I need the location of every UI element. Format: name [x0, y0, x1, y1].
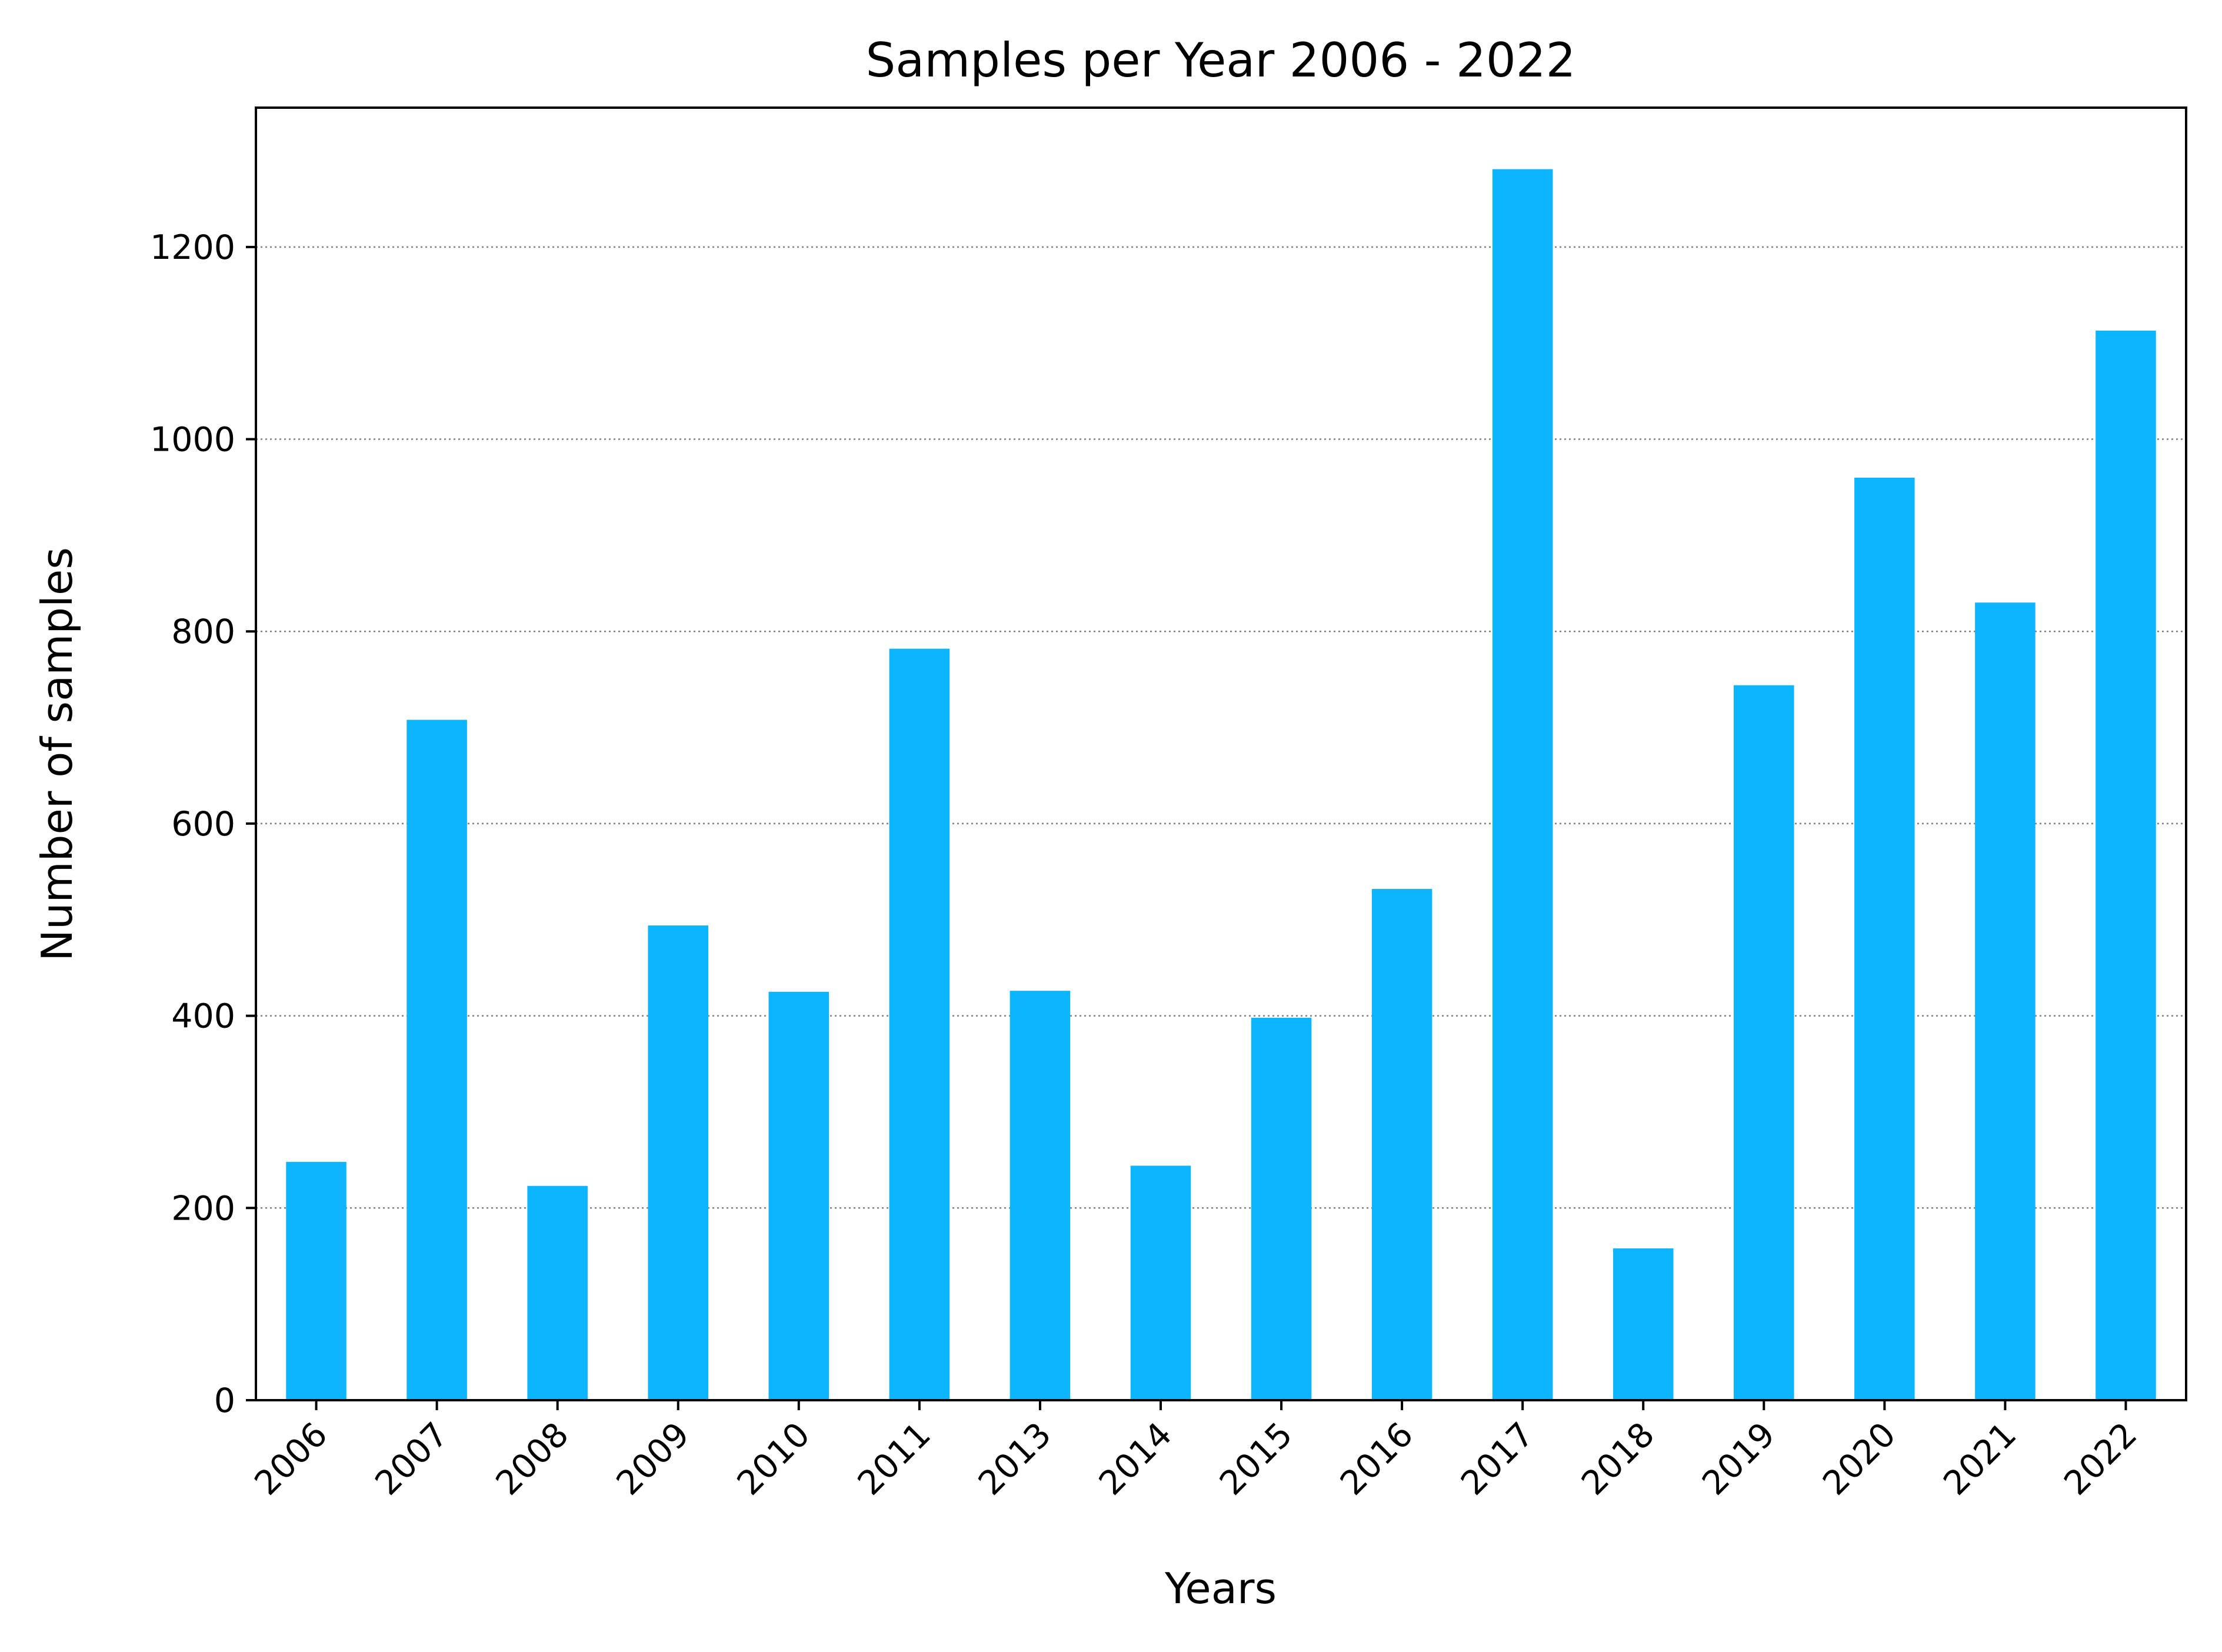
- y-tick-label: 1200: [150, 228, 235, 267]
- bar-2011: [889, 648, 950, 1400]
- bar-2020: [1854, 477, 1915, 1400]
- chart-title: Samples per Year 2006 - 2022: [865, 33, 1575, 88]
- bar-2013: [1010, 991, 1071, 1400]
- bar-2021: [1975, 602, 2036, 1400]
- plot-frame: [255, 106, 2187, 1401]
- bar-2010: [768, 991, 829, 1400]
- bar-2015: [1251, 1017, 1312, 1400]
- y-axis-ticks: 0 200 400 600 800 1000 1200: [150, 228, 256, 1420]
- bar-2006: [286, 1161, 347, 1400]
- bar-2014: [1130, 1165, 1191, 1400]
- bar-2008: [527, 1185, 588, 1400]
- bar-2019: [1734, 685, 1794, 1400]
- bar-2007: [407, 720, 467, 1400]
- y-tick-label: 1000: [150, 421, 235, 459]
- y-tick-label: 0: [214, 1381, 235, 1420]
- bar-2009: [648, 925, 708, 1400]
- bar-2018: [1613, 1248, 1674, 1400]
- y-tick-label: 400: [171, 997, 235, 1036]
- y-tick-label: 800: [171, 612, 235, 651]
- x-axis-label: Years: [1164, 1564, 1277, 1613]
- bar-2017: [1492, 169, 1553, 1400]
- bar-2022: [2096, 330, 2156, 1400]
- y-tick-label: 600: [171, 805, 235, 844]
- bars: [286, 169, 2156, 1400]
- bar-2016: [1371, 889, 1433, 1400]
- y-axis-label: Number of samples: [32, 547, 82, 961]
- y-tick-label: 200: [171, 1189, 235, 1228]
